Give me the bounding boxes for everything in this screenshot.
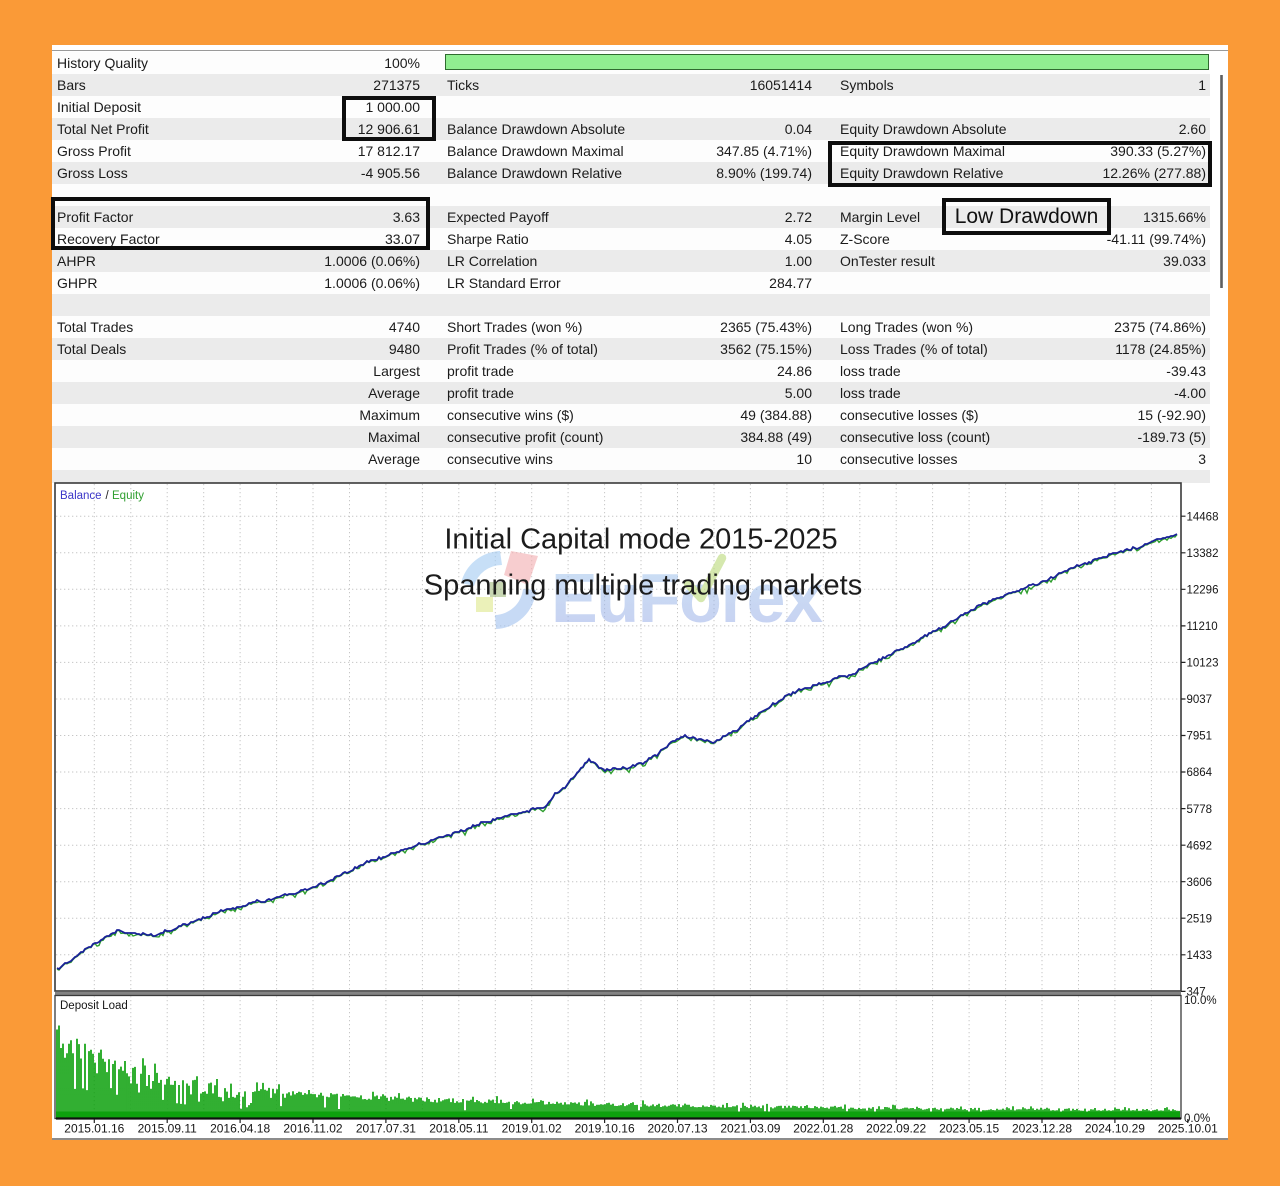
svg-text:/: /: [106, 490, 110, 502]
svg-text:2019.10.16: 2019.10.16: [575, 1122, 635, 1136]
svg-text:2015.09.11: 2015.09.11: [138, 1122, 197, 1136]
svg-text:10.0%: 10.0%: [1184, 995, 1217, 1007]
svg-text:2519: 2519: [1187, 914, 1213, 926]
svg-text:Balance: Balance: [60, 490, 102, 502]
svg-text:Initial Capital mode 2015-2025: Initial Capital mode 2015-2025: [444, 524, 837, 556]
svg-text:9037: 9037: [1187, 694, 1213, 706]
svg-text:12296: 12296: [1187, 585, 1219, 597]
svg-text:13382: 13382: [1187, 548, 1219, 560]
svg-text:347: 347: [1187, 987, 1206, 999]
svg-text:2015.01.16: 2015.01.16: [64, 1122, 124, 1136]
svg-text:0.0%: 0.0%: [1184, 1113, 1210, 1125]
svg-text:7951: 7951: [1187, 731, 1213, 743]
svg-text:Spanning multiple trading mark: Spanning multiple trading markets: [424, 570, 862, 602]
svg-text:EuForex: EuForex: [551, 559, 823, 637]
svg-text:4692: 4692: [1187, 840, 1213, 852]
svg-text:2025.10.01: 2025.10.01: [1158, 1122, 1218, 1136]
svg-text:2017.07.31: 2017.07.31: [356, 1122, 416, 1136]
svg-text:2024.10.29: 2024.10.29: [1085, 1122, 1145, 1136]
svg-text:2021.03.09: 2021.03.09: [720, 1122, 780, 1136]
svg-text:6864: 6864: [1187, 767, 1213, 779]
svg-text:2019.01.02: 2019.01.02: [502, 1122, 562, 1136]
svg-text:5778: 5778: [1187, 804, 1213, 816]
svg-text:3606: 3606: [1187, 877, 1213, 889]
svg-text:Equity: Equity: [112, 490, 144, 502]
svg-text:2018.05.11: 2018.05.11: [429, 1122, 488, 1136]
svg-text:14468: 14468: [1187, 511, 1219, 523]
svg-text:2023.05.15: 2023.05.15: [939, 1122, 999, 1136]
svg-text:10123: 10123: [1187, 658, 1219, 670]
svg-text:2022.01.28: 2022.01.28: [793, 1122, 853, 1136]
svg-text:2016.04.18: 2016.04.18: [210, 1122, 270, 1136]
svg-text:2023.12.28: 2023.12.28: [1012, 1122, 1072, 1136]
svg-text:1433: 1433: [1187, 950, 1213, 962]
svg-text:2016.11.02: 2016.11.02: [283, 1122, 342, 1136]
svg-text:11210: 11210: [1187, 621, 1218, 633]
svg-text:2022.09.22: 2022.09.22: [866, 1122, 926, 1136]
svg-text:Deposit Load: Deposit Load: [60, 1000, 128, 1012]
svg-text:2020.07.13: 2020.07.13: [647, 1122, 707, 1136]
